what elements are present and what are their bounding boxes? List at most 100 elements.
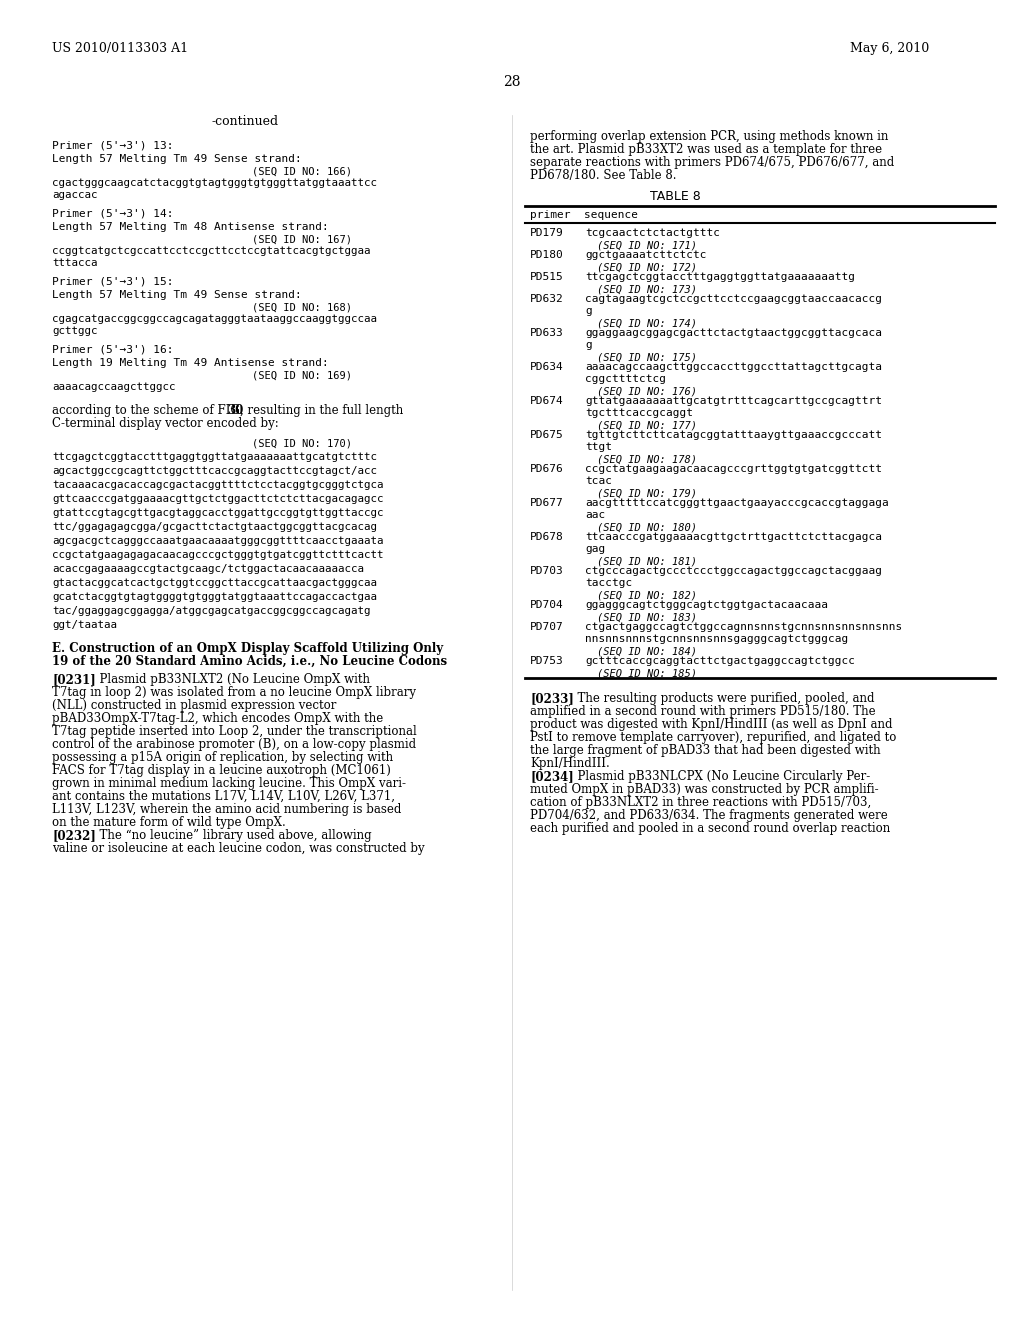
Text: ttc/ggagagagcgga/gcgacttctactgtaactggcggttacgcacag: ttc/ggagagagcgga/gcgacttctactgtaactggcgg… [52,521,377,532]
Text: [0231]: [0231] [52,673,96,686]
Text: (SEQ ID NO: 178): (SEQ ID NO: 178) [597,454,697,465]
Text: performing overlap extension PCR, using methods known in: performing overlap extension PCR, using … [530,129,889,143]
Text: (SEQ ID NO: 183): (SEQ ID NO: 183) [597,612,697,622]
Text: muted OmpX in pBAD33) was constructed by PCR amplifi-: muted OmpX in pBAD33) was constructed by… [530,783,879,796]
Text: (SEQ ID NO: 181): (SEQ ID NO: 181) [597,556,697,566]
Text: possessing a p15A origin of replication, by selecting with: possessing a p15A origin of replication,… [52,751,393,764]
Text: 30: 30 [227,404,244,417]
Text: nnsnnsnnnstgcnnsnnsnnsgagggcagtctgggcag: nnsnnsnnnstgcnnsnnsnnsgagggcagtctgggcag [585,634,848,644]
Text: according to the scheme of FIG.: according to the scheme of FIG. [52,404,247,417]
Text: tgctttcaccgcaggt: tgctttcaccgcaggt [585,408,693,418]
Text: gag: gag [585,544,605,554]
Text: ctgcccagactgccctccctggccagactggccagctacggaag: ctgcccagactgccctccctggccagactggccagctacg… [585,566,882,576]
Text: PD753: PD753 [530,656,564,667]
Text: product was digested with KpnI/HindIII (as well as DpnI and: product was digested with KpnI/HindIII (… [530,718,893,731]
Text: Primer (5'→3') 15:: Primer (5'→3') 15: [52,276,173,286]
Text: KpnI/HindIII.: KpnI/HindIII. [530,756,609,770]
Text: (SEQ ID NO: 168): (SEQ ID NO: 168) [252,302,352,312]
Text: L113V, L123V, wherein the amino acid numbering is based: L113V, L123V, wherein the amino acid num… [52,803,401,816]
Text: ccgctatgaagaagacaacagcccgrttggtgtgatcggttctt: ccgctatgaagaagacaacagcccgrttggtgtgatcggt… [585,465,882,474]
Text: C-terminal display vector encoded by:: C-terminal display vector encoded by: [52,417,279,430]
Text: T7tag peptide inserted into Loop 2, under the transcriptional: T7tag peptide inserted into Loop 2, unde… [52,725,417,738]
Text: US 2010/0113303 A1: US 2010/0113303 A1 [52,42,188,55]
Text: Primer (5'→3') 14:: Primer (5'→3') 14: [52,209,173,218]
Text: PD515: PD515 [530,272,564,282]
Text: (SEQ ID NO: 170): (SEQ ID NO: 170) [252,440,352,449]
Text: TABLE 8: TABLE 8 [650,190,700,203]
Text: 28: 28 [503,75,521,88]
Text: (SEQ ID NO: 167): (SEQ ID NO: 167) [252,234,352,244]
Text: PD678: PD678 [530,532,564,543]
Text: gcatctacggtgtagtggggtgtgggtatggtaaattccagaccactgaa: gcatctacggtgtagtggggtgtgggtatggtaaattcca… [52,591,377,602]
Text: PD179: PD179 [530,228,564,238]
Text: PD676: PD676 [530,465,564,474]
Text: The “no leucine” library used above, allowing: The “no leucine” library used above, all… [92,829,372,842]
Text: T7tag in loop 2) was isolated from a no leucine OmpX library: T7tag in loop 2) was isolated from a no … [52,686,416,700]
Text: gtactacggcatcactgctggtccggcttaccgcattaacgactgggcaa: gtactacggcatcactgctggtccggcttaccgcattaac… [52,578,377,587]
Text: Length 57 Melting Tm 49 Sense strand:: Length 57 Melting Tm 49 Sense strand: [52,154,302,164]
Text: cation of pB33NLXT2 in three reactions with PD515/703,: cation of pB33NLXT2 in three reactions w… [530,796,871,809]
Text: (SEQ ID NO: 180): (SEQ ID NO: 180) [597,521,697,532]
Text: PD674: PD674 [530,396,564,407]
Text: May 6, 2010: May 6, 2010 [850,42,929,55]
Text: (SEQ ID NO: 173): (SEQ ID NO: 173) [597,284,697,294]
Text: g: g [585,341,592,350]
Text: (SEQ ID NO: 175): (SEQ ID NO: 175) [597,352,697,362]
Text: PD678/180. See Table 8.: PD678/180. See Table 8. [530,169,677,182]
Text: (SEQ ID NO: 169): (SEQ ID NO: 169) [252,370,352,380]
Text: ggt/taataa: ggt/taataa [52,620,117,630]
Text: Length 19 Melting Tm 49 Antisense strand:: Length 19 Melting Tm 49 Antisense strand… [52,358,329,368]
Text: pBAD33OmpX-T7tag-L2, which encodes OmpX with the: pBAD33OmpX-T7tag-L2, which encodes OmpX … [52,711,383,725]
Text: (SEQ ID NO: 171): (SEQ ID NO: 171) [597,240,697,249]
Text: ant contains the mutations L17V, L14V, L10V, L26V, L371,: ant contains the mutations L17V, L14V, L… [52,789,395,803]
Text: Length 57 Melting Tm 49 Sense strand:: Length 57 Melting Tm 49 Sense strand: [52,290,302,300]
Text: Length 57 Melting Tm 48 Antisense strand:: Length 57 Melting Tm 48 Antisense strand… [52,222,329,232]
Text: g: g [585,306,592,315]
Text: tacaaacacgacaccagcgactacggttttctcctacggtgcgggtctgca: tacaaacacgacaccagcgactacggttttctcctacggt… [52,480,384,490]
Text: ttcgagctcggtacctttgaggtggttatgaaaaaaattgcatgtctttc: ttcgagctcggtacctttgaggtggttatgaaaaaaattg… [52,451,377,462]
Text: FACS for T7tag display in a leucine auxotroph (MC1061): FACS for T7tag display in a leucine auxo… [52,764,391,777]
Text: tttacca: tttacca [52,257,97,268]
Text: PD633: PD633 [530,327,564,338]
Text: PD703: PD703 [530,566,564,576]
Text: (SEQ ID NO: 184): (SEQ ID NO: 184) [597,645,697,656]
Text: ggctgaaaatcttctctc: ggctgaaaatcttctctc [585,249,707,260]
Text: agcactggccgcagttctggctttcaccgcaggtacttccgtagct/acc: agcactggccgcagttctggctttcaccgcaggtacttcc… [52,466,377,477]
Text: ccggtcatgctcgccattcctccgcttcctccgtattcacgtgctggaa: ccggtcatgctcgccattcctccgcttcctccgtattcac… [52,246,371,256]
Text: aaaacagccaagcttggcc: aaaacagccaagcttggcc [52,381,175,392]
Text: ggagggcagtctgggcagtctggtgactacaacaaa: ggagggcagtctgggcagtctggtgactacaacaaa [585,601,828,610]
Text: (SEQ ID NO: 166): (SEQ ID NO: 166) [252,166,352,176]
Text: (SEQ ID NO: 176): (SEQ ID NO: 176) [597,385,697,396]
Text: tcac: tcac [585,477,612,486]
Text: -continued: -continued [211,115,279,128]
Text: Plasmid pB33NLXT2 (No Leucine OmpX with: Plasmid pB33NLXT2 (No Leucine OmpX with [92,673,370,686]
Text: primer  sequence: primer sequence [530,210,638,220]
Text: [0234]: [0234] [530,770,573,783]
Text: PD634: PD634 [530,362,564,372]
Text: valine or isoleucine at each leucine codon, was constructed by: valine or isoleucine at each leucine cod… [52,842,425,855]
Text: ggaggaagcggagcgacttctactgtaactggcggttacgcaca: ggaggaagcggagcgacttctactgtaactggcggttacg… [585,327,882,338]
Text: gttcaacccgatggaaaacgttgctctggacttctctcttacgacagagcc: gttcaacccgatggaaaacgttgctctggacttctctctt… [52,494,384,504]
Text: cgagcatgaccggcggccagcagatagggtaataaggccaaggtggccaa: cgagcatgaccggcggccagcagatagggtaataaggcca… [52,314,377,323]
Text: PD704: PD704 [530,601,564,610]
Text: (SEQ ID NO: 172): (SEQ ID NO: 172) [597,261,697,272]
Text: PD704/632, and PD633/634. The fragments generated were: PD704/632, and PD633/634. The fragments … [530,809,888,822]
Text: PD675: PD675 [530,430,564,440]
Text: agaccac: agaccac [52,190,97,201]
Text: the art. Plasmid pB33XT2 was used as a template for three: the art. Plasmid pB33XT2 was used as a t… [530,143,882,156]
Text: control of the arabinose promoter (B), on a low-copy plasmid: control of the arabinose promoter (B), o… [52,738,416,751]
Text: each purified and pooled in a second round overlap reaction: each purified and pooled in a second rou… [530,822,890,836]
Text: (SEQ ID NO: 177): (SEQ ID NO: 177) [597,420,697,430]
Text: [0233]: [0233] [530,692,573,705]
Text: ttgt: ttgt [585,442,612,451]
Text: ttcaacccgatggaaaacgttgctrttgacttctcttacgagca: ttcaacccgatggaaaacgttgctrttgacttctcttacg… [585,532,882,543]
Text: ccgctatgaagagagacaacagcccgctgggtgtgatcggttctttcactt: ccgctatgaagagagacaacagcccgctgggtgtgatcgg… [52,550,384,560]
Text: cagtagaagtcgctccgcttcctccgaagcggtaaccaacaccg: cagtagaagtcgctccgcttcctccgaagcggtaaccaac… [585,294,882,304]
Text: on the mature form of wild type OmpX.: on the mature form of wild type OmpX. [52,816,286,829]
Text: separate reactions with primers PD674/675, PD676/677, and: separate reactions with primers PD674/67… [530,156,894,169]
Text: E. Construction of an OmpX Display Scaffold Utilizing Only: E. Construction of an OmpX Display Scaff… [52,642,443,655]
Text: agcgacgctcagggccaaatgaacaaaatgggcggttttcaacctgaaata: agcgacgctcagggccaaatgaacaaaatgggcggttttc… [52,536,384,546]
Text: the large fragment of pBAD33 that had been digested with: the large fragment of pBAD33 that had be… [530,744,881,756]
Text: PD632: PD632 [530,294,564,304]
Text: PstI to remove template carryover), repurified, and ligated to: PstI to remove template carryover), repu… [530,731,896,744]
